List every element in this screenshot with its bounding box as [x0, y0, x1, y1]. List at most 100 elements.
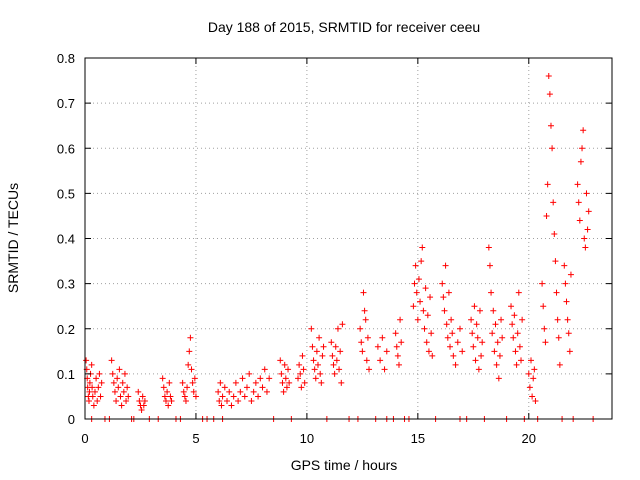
data-point — [475, 366, 482, 373]
data-point — [115, 384, 122, 391]
data-point — [397, 316, 404, 323]
data-point — [470, 343, 477, 350]
data-point — [94, 397, 101, 404]
data-point — [182, 397, 189, 404]
data-point — [255, 393, 262, 400]
data-point — [179, 379, 186, 386]
data-point — [549, 145, 556, 152]
data-point — [239, 375, 246, 382]
data-point — [226, 388, 233, 395]
data-point — [394, 352, 401, 359]
x-axis-label: GPS time / hours — [291, 457, 398, 473]
data-point — [224, 397, 231, 404]
data-point — [164, 388, 171, 395]
data-point — [88, 361, 95, 368]
data-point — [439, 280, 446, 287]
data-point — [452, 361, 459, 368]
data-point — [417, 298, 424, 305]
data-point — [186, 348, 193, 355]
data-point — [243, 384, 250, 391]
x-tick-label: 20 — [522, 431, 536, 446]
data-point — [191, 375, 198, 382]
data-point — [519, 316, 526, 323]
data-point — [114, 375, 121, 382]
data-point — [121, 370, 128, 377]
data-point — [585, 208, 592, 215]
data-point — [141, 397, 148, 404]
data-point — [90, 402, 97, 409]
data-point — [93, 375, 100, 382]
data-point — [181, 393, 188, 400]
data-point — [564, 316, 571, 323]
axis-ticks: 0 0.1 0.2 0.3 0.4 0.5 0.6 0.7 0.8 0 5 10 15 20 — [57, 51, 612, 446]
data-point — [440, 294, 447, 301]
data-point — [216, 397, 223, 404]
data-point — [472, 357, 479, 364]
data-point — [300, 366, 307, 373]
data-point — [555, 334, 562, 341]
data-point — [358, 339, 365, 346]
data-point — [489, 330, 496, 337]
data-point — [248, 397, 255, 404]
data-point — [125, 393, 132, 400]
data-point — [478, 352, 485, 359]
data-point — [551, 230, 558, 237]
data-point — [499, 334, 506, 341]
data-point — [108, 357, 115, 364]
data-point — [109, 370, 116, 377]
data-point — [486, 262, 493, 269]
data-point — [263, 388, 270, 395]
data-point — [420, 307, 427, 314]
data-point — [562, 280, 569, 287]
y-tick-label: 0.3 — [57, 277, 75, 292]
data-point — [473, 321, 480, 328]
data-point — [309, 343, 316, 350]
data-point — [542, 339, 549, 346]
data-point — [395, 361, 402, 368]
data-point — [528, 357, 535, 364]
data-point — [167, 393, 174, 400]
data-point — [314, 361, 321, 368]
data-point — [337, 348, 344, 355]
data-point — [496, 352, 503, 359]
data-point — [339, 321, 346, 328]
data-point — [118, 402, 125, 409]
data-point — [328, 339, 335, 346]
data-point — [221, 384, 228, 391]
data-point — [89, 393, 96, 400]
data-point — [411, 280, 418, 287]
data-point — [550, 199, 557, 206]
data-point — [445, 289, 452, 296]
data-point — [554, 316, 561, 323]
data-point — [565, 330, 572, 337]
data-point — [95, 384, 102, 391]
data-point — [377, 357, 384, 364]
data-point — [374, 343, 381, 350]
data-point — [516, 343, 523, 350]
data-point — [479, 339, 486, 346]
data-point — [419, 244, 426, 251]
data-point — [160, 384, 167, 391]
data-point — [510, 334, 517, 341]
data-point — [424, 312, 431, 319]
data-point — [298, 384, 305, 391]
data-point — [563, 298, 570, 305]
data-point — [425, 348, 432, 355]
data-point — [539, 280, 546, 287]
data-point — [329, 352, 336, 359]
data-point — [541, 325, 548, 332]
data-point — [546, 91, 553, 98]
data-point — [471, 303, 478, 310]
data-point — [98, 379, 105, 386]
data-point — [366, 366, 373, 373]
data-point — [140, 402, 147, 409]
data-point — [138, 406, 145, 413]
data-point — [330, 361, 337, 368]
data-point — [412, 262, 419, 269]
data-point — [192, 393, 199, 400]
data-point — [576, 217, 583, 224]
data-point — [360, 289, 367, 296]
data-point — [241, 393, 248, 400]
data-point — [575, 199, 582, 206]
